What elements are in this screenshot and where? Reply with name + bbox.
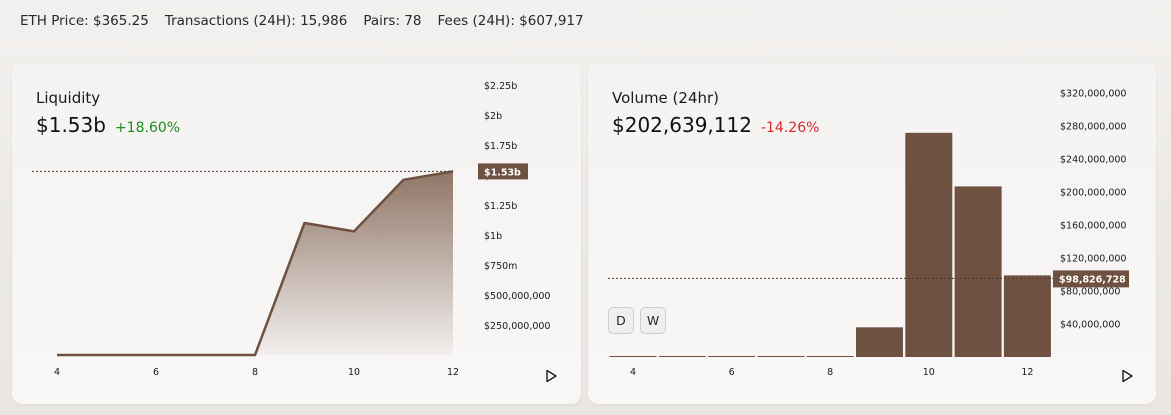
volume-y-tick-label: $80,000,000	[1060, 287, 1120, 298]
play-icon[interactable]	[1120, 369, 1134, 383]
volume-y-tick-label: $320,000,000	[1060, 89, 1126, 100]
volume-y-tick-label: $120,000,000	[1060, 254, 1126, 265]
volume-x-tick-label: 6	[729, 367, 735, 378]
volume-bar[interactable]	[905, 132, 953, 357]
volume-change: -14.26%	[760, 120, 820, 136]
volume-x-tick-label: 4	[630, 367, 636, 378]
volume-y-tick-label: $160,000,000	[1060, 221, 1126, 232]
volume-bar[interactable]	[1003, 275, 1051, 357]
volume-bar[interactable]	[954, 186, 1002, 357]
liquidity-current-tag-label: $1.53b	[484, 167, 521, 178]
volume-bar[interactable]	[757, 356, 805, 357]
liquidity-card: $250,000,000 $500,000,000 $750m $1b $1.25b $1…	[12, 63, 581, 404]
liquidity-x-tick-label: 10	[348, 367, 360, 378]
volume-bar[interactable]	[856, 327, 903, 357]
eth-price-stat: ETH Price: $365.25	[20, 13, 149, 29]
liquidity-x-tick-label: 6	[153, 367, 159, 378]
liquidity-y-tick-label: $750m	[484, 261, 517, 272]
volume-x-tick-label: 10	[923, 367, 935, 378]
liquidity-y-tick-label: $250,000,000	[484, 321, 550, 332]
volume-bar[interactable]	[609, 356, 657, 357]
volume-y-tick-label: $40,000,000	[1060, 320, 1120, 331]
liquidity-y-tick-label: $2b	[484, 111, 502, 122]
liquidity-current-tag	[478, 163, 528, 180]
liquidity-change: +18.60%	[114, 120, 181, 136]
volume-x-tick-label: 12	[1021, 367, 1033, 378]
fees-stat: Fees (24H): $607,917	[437, 13, 584, 29]
volume-y-tick-label: $200,000,000	[1060, 188, 1126, 199]
liquidity-x-tick-label: 12	[447, 367, 459, 378]
range-week-button[interactable]: W	[640, 307, 666, 334]
volume-y-tick-label: $240,000,000	[1060, 155, 1126, 166]
liquidity-area-fill	[57, 171, 453, 355]
volume-current-tag	[1053, 270, 1129, 288]
play-icon[interactable]	[544, 369, 558, 383]
liquidity-x-tick-label: 4	[54, 367, 60, 378]
volume-bar[interactable]	[806, 356, 854, 357]
liquidity-series-line	[57, 170, 454, 357]
volume-x-tick-label: 8	[827, 367, 833, 378]
liquidity-chart[interactable]: $250,000,000 $500,000,000 $750m $1b $1.25b $1…	[12, 63, 581, 404]
liquidity-y-tick-label: $1b	[484, 231, 502, 242]
liquidity-title: Liquidity	[36, 89, 101, 107]
liquidity-y-tick-label: $500,000,000	[484, 291, 550, 302]
volume-value-row: $202,639,112 -14.26%	[612, 113, 819, 137]
volume-chart[interactable]: $40,000,000 $80,000,000 $120,000,000 $160,0…	[588, 63, 1156, 404]
pairs-stat: Pairs: 78	[363, 13, 422, 29]
range-day-button[interactable]: D	[608, 307, 634, 334]
volume-card: $40,000,000 $80,000,000 $120,000,000 $160,0…	[588, 63, 1156, 404]
liquidity-y-tick-label: $2.25b	[484, 81, 517, 92]
volume-bar[interactable]	[658, 356, 706, 357]
volume-value: $202,639,112	[612, 113, 752, 137]
liquidity-y-tick-label: $1.75b	[484, 141, 517, 152]
liquidity-value-row: $1.53b +18.60%	[36, 113, 180, 137]
liquidity-y-tick-label: $1.25b	[484, 201, 517, 212]
stats-bar: ETH Price: $365.25 Transactions (24H): 1…	[20, 13, 584, 29]
volume-bar[interactable]	[708, 356, 756, 357]
range-buttons: D W	[608, 307, 666, 334]
liquidity-x-tick-label: 8	[252, 367, 258, 378]
transactions-stat: Transactions (24H): 15,986	[164, 13, 348, 29]
volume-title: Volume (24hr)	[612, 89, 720, 107]
liquidity-value: $1.53b	[36, 113, 106, 137]
volume-current-tag-label: $98,826,728	[1059, 274, 1126, 285]
volume-y-tick-label: $280,000,000	[1060, 122, 1126, 133]
